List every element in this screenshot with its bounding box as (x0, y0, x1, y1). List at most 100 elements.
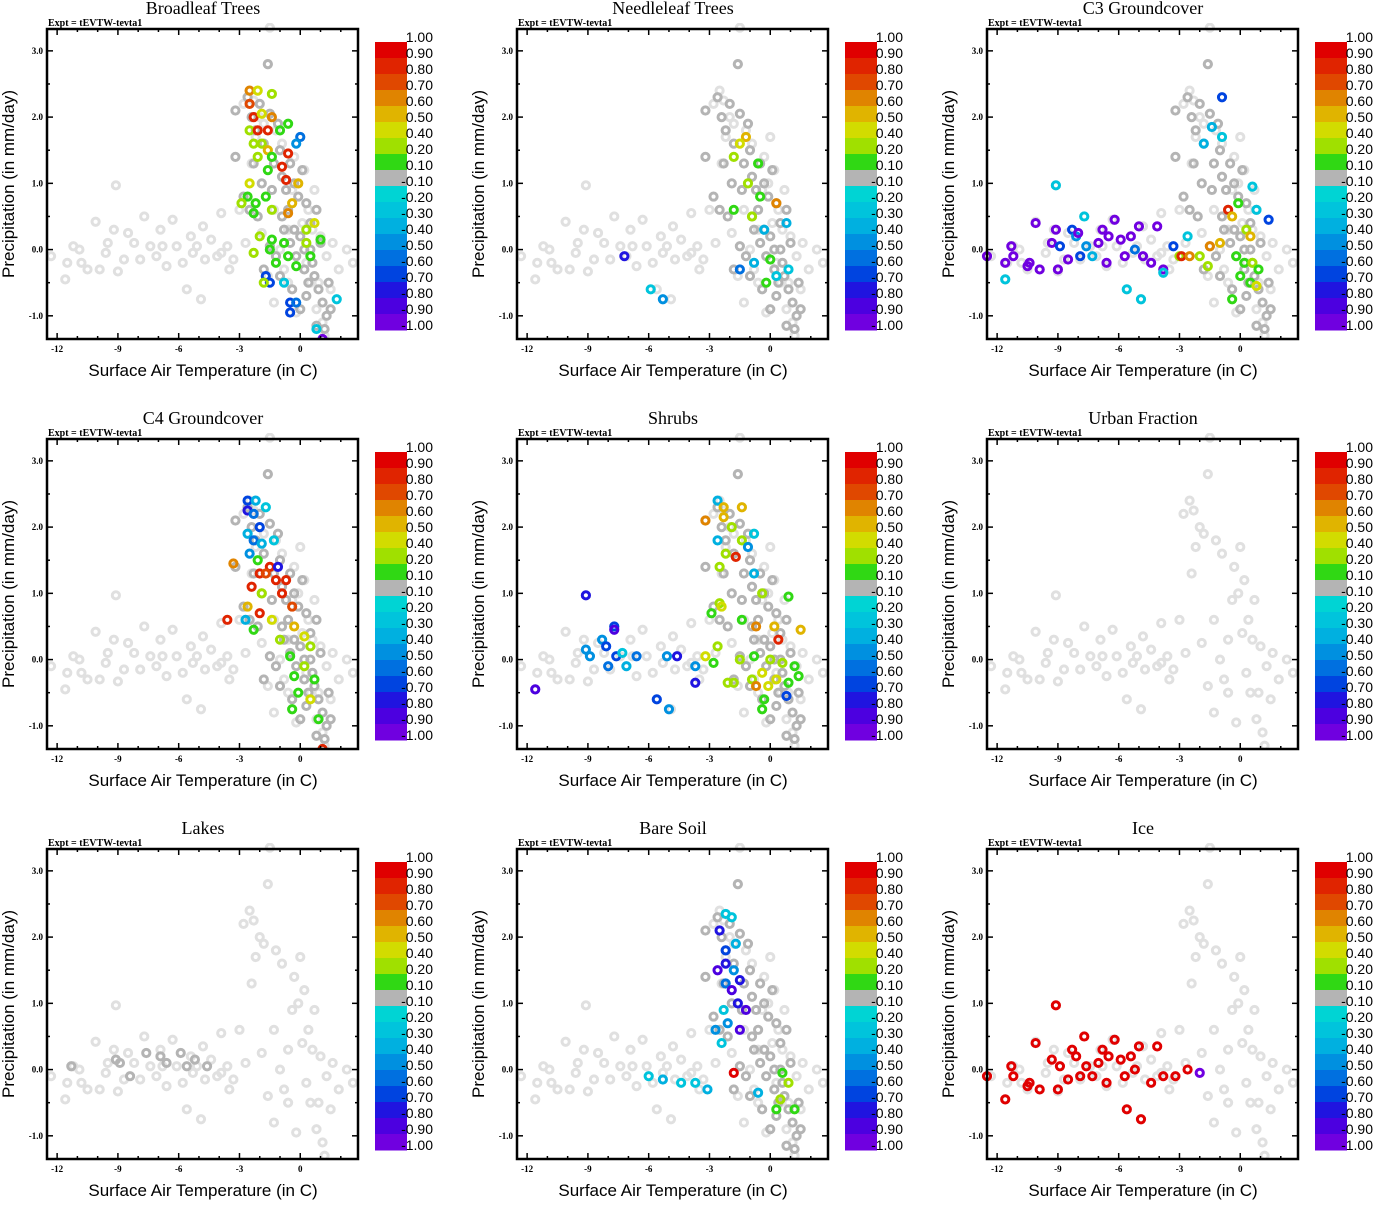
data-point (242, 601, 253, 612)
colorbar-segment (845, 266, 877, 283)
background-point (546, 1077, 557, 1088)
background-point (811, 244, 822, 255)
data-point (651, 694, 662, 705)
background-point (1042, 647, 1053, 659)
background-point (1223, 634, 1234, 645)
data-point (248, 535, 259, 546)
plot-frame (515, 27, 830, 341)
background-point (1239, 574, 1250, 586)
data-point (740, 131, 752, 143)
background-point (1085, 1061, 1096, 1072)
colorbar-label: -0.50 (871, 237, 903, 253)
neutral-point (781, 204, 792, 215)
neutral-point (278, 224, 290, 235)
background-point (347, 1077, 359, 1088)
colorbar-segment (845, 90, 877, 107)
background-point (797, 237, 808, 249)
data-point (671, 651, 683, 662)
colorbar-label: 0.60 (876, 93, 903, 109)
y-tick-label: 3.0 (502, 866, 514, 876)
background-point (155, 224, 166, 235)
neutral-point (700, 971, 711, 982)
colorbar-segment (375, 250, 407, 267)
colorbar-segment (1315, 1022, 1347, 1039)
scatter-plot: Broadleaf Trees Expt = tEVTW-tevta1 -12 -9 -… (0, 0, 433, 380)
neutral-point (759, 1044, 770, 1055)
background-point (110, 590, 121, 601)
neutral-point (769, 244, 780, 255)
data-point (242, 528, 253, 539)
background-point (258, 938, 269, 949)
y-tick-label: -1.0 (499, 311, 514, 321)
colorbar-label: -0.10 (871, 583, 903, 599)
colorbar-label: -0.70 (1341, 269, 1373, 285)
colorbar-segment (845, 500, 877, 517)
background-point (1101, 671, 1112, 682)
colorbar-segment (845, 1022, 877, 1039)
neutral-point (301, 198, 312, 209)
background-point (1156, 618, 1167, 629)
x-tick-label: 0 (768, 754, 773, 764)
colorbar-segment (1315, 58, 1347, 75)
neutral-point (1225, 158, 1236, 169)
background-point (811, 1064, 822, 1075)
data-point (1216, 131, 1228, 143)
background-point (1014, 1064, 1025, 1075)
neutral-point (765, 641, 776, 652)
neutral-point (720, 535, 731, 546)
data-point (175, 1047, 186, 1059)
colorbar-label: 0.50 (1346, 109, 1373, 125)
background-point (698, 664, 709, 675)
background-point (1281, 654, 1292, 665)
colorbar-segment (845, 298, 877, 315)
neutral-point (1170, 105, 1181, 116)
neutral-point (700, 925, 711, 936)
y-tick-label: -1.0 (969, 721, 984, 731)
neutral-point (759, 178, 770, 189)
data-point (722, 677, 733, 688)
neutral-point (1229, 224, 1240, 235)
background-point (45, 251, 57, 262)
background-point (781, 714, 792, 725)
data-point (530, 684, 541, 695)
background-point (157, 651, 168, 662)
data-point (256, 138, 267, 149)
data-point (266, 234, 277, 245)
data-point (771, 1104, 782, 1115)
colorbar-label: 0.90 (1346, 455, 1373, 471)
colorbar-segment (845, 484, 877, 501)
colorbar-label: 0.80 (406, 881, 433, 897)
neutral-point (313, 694, 324, 705)
data-point (278, 277, 290, 288)
neutral-point (1196, 178, 1207, 189)
colorbar-label: 0.40 (406, 535, 433, 551)
data-point (248, 508, 259, 519)
background-point (570, 657, 581, 668)
neutral-point (291, 251, 302, 262)
data-point (736, 535, 747, 546)
colorbar-segment (375, 218, 407, 235)
panel-title: C3 Groundcover (1083, 0, 1203, 18)
background-point (1186, 978, 1197, 989)
data-point (1073, 227, 1084, 239)
data-point (732, 998, 743, 1009)
neutral-point (295, 641, 306, 652)
background-point (1287, 1077, 1299, 1088)
colorbar-label: -0.80 (401, 695, 433, 711)
x-axis-label: Surface Air Temperature (in C) (558, 1181, 787, 1200)
neutral-point (795, 304, 806, 315)
neutral-point (740, 1071, 752, 1082)
panel-title: Broadleaf Trees (146, 0, 260, 18)
data-point (734, 975, 745, 986)
background-point (1146, 644, 1157, 655)
neutral-point (795, 714, 806, 725)
colorbar-label: 0.50 (1346, 929, 1373, 945)
background-point (291, 1127, 302, 1138)
background-point (108, 1044, 119, 1055)
background-point (268, 707, 280, 718)
background-point (112, 676, 124, 687)
data-point (258, 277, 269, 288)
colorbar-label: 1.00 (406, 439, 433, 455)
scatter-plot: Ice Expt = tEVTW-tevta1 -12 -9 -6 -3 0 -1.0 0.0 1… (939, 818, 1373, 1200)
data-point (1101, 257, 1112, 268)
